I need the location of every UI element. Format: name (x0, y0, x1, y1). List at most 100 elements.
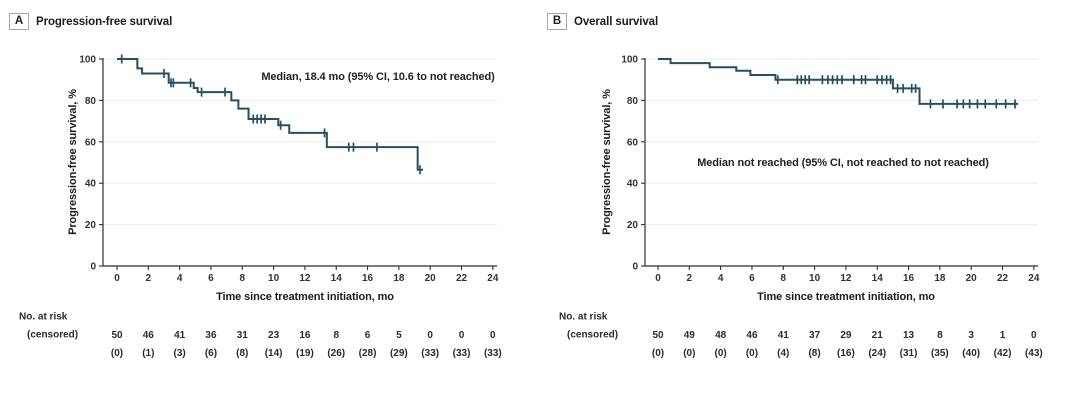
x-tick-label: 6 (749, 273, 755, 284)
at-risk-censored-count: (6) (205, 348, 217, 359)
at-risk-count: 49 (684, 330, 696, 341)
at-risk-censored-count: (26) (327, 348, 345, 359)
x-tick-label: 12 (840, 273, 852, 284)
at-risk-censored-count: (42) (994, 348, 1012, 359)
y-tick-label: 40 (85, 179, 97, 190)
panel-a-title: Progression-free survival (36, 15, 173, 28)
at-risk-censored-count: (33) (421, 348, 439, 359)
at-risk-count: 0 (459, 330, 465, 341)
at-risk-count: 41 (778, 330, 790, 341)
at-risk-censored-count: (3) (174, 348, 186, 359)
y-tick-label: 80 (627, 96, 639, 107)
x-tick-label: 4 (718, 273, 724, 284)
at-risk-count: 16 (299, 330, 311, 341)
y-tick-label: 0 (90, 262, 96, 273)
x-tick-label: 0 (655, 273, 661, 284)
at-risk-censored-count: (43) (1025, 348, 1043, 359)
x-tick-label: 20 (966, 273, 978, 284)
y-tick-label: 20 (627, 220, 639, 231)
panel-b-header: B Overall survival (547, 13, 658, 30)
y-tick-label: 60 (627, 137, 639, 148)
x-tick-label: 0 (114, 273, 120, 284)
y-tick-label: 100 (621, 55, 638, 66)
at-risk-count: 46 (143, 330, 155, 341)
x-tick-label: 2 (146, 273, 152, 284)
x-tick-label: 4 (177, 273, 183, 284)
x-tick-label: 10 (809, 273, 821, 284)
at-risk-count: 50 (111, 330, 123, 341)
at-risk-censored-count: (28) (359, 348, 377, 359)
at-risk-censored-count: (29) (390, 348, 408, 359)
km-curve (117, 58, 424, 171)
at-risk-count: 6 (365, 330, 371, 341)
y-tick-label: 0 (632, 262, 638, 273)
at-risk-count: 3 (968, 330, 974, 341)
at-risk-censored-count: (8) (236, 348, 248, 359)
at-risk-count: 1 (1000, 330, 1006, 341)
at-risk-censored-count: (0) (683, 348, 695, 359)
at-risk-count: 13 (903, 330, 915, 341)
at-risk-count: 29 (840, 330, 852, 341)
at-risk-censored-count: (8) (808, 348, 820, 359)
at-risk-count: 41 (174, 330, 186, 341)
at-risk-censored-count: (4) (777, 348, 789, 359)
at-risk-count: 50 (652, 330, 664, 341)
panel-b-letter-box: B (547, 13, 567, 30)
at-risk-censored-count: (0) (111, 348, 123, 359)
panel-b-title: Overall survival (574, 15, 659, 28)
at-risk-censored-count: (19) (296, 348, 314, 359)
at-risk-count: 46 (746, 330, 758, 341)
x-tick-label: 20 (425, 273, 437, 284)
panel-a-x-axis-label: Time since treatment initiation, mo (216, 291, 394, 303)
at-risk-count: 31 (237, 330, 249, 341)
at-risk-censored-count: (40) (962, 348, 980, 359)
x-tick-label: 18 (393, 273, 405, 284)
at-risk-count: 37 (809, 330, 821, 341)
at-risk-censored-count: (16) (837, 348, 855, 359)
at-risk-count: 0 (427, 330, 433, 341)
x-tick-label: 14 (331, 273, 343, 284)
at-risk-count: 23 (268, 330, 280, 341)
at-risk-censored-count: (14) (265, 348, 283, 359)
km-curve (658, 58, 1019, 105)
at-risk-count: 0 (490, 330, 496, 341)
at-risk-censored-count: (35) (931, 348, 949, 359)
panel-a-no-at-risk-label: No. at risk (19, 311, 68, 323)
at-risk-count: 0 (1031, 330, 1037, 341)
panel-b-censored-label: (censored) (567, 329, 619, 341)
at-risk-count: 36 (205, 330, 217, 341)
panel-b-median-annotation: Median not reached (95% CI, not reached … (697, 157, 989, 169)
x-tick-label: 12 (299, 273, 311, 284)
x-tick-label: 22 (997, 273, 1009, 284)
x-tick-label: 24 (487, 273, 499, 284)
x-tick-label: 6 (208, 273, 214, 284)
at-risk-censored-count: (0) (746, 348, 758, 359)
at-risk-censored-count: (1) (142, 348, 154, 359)
x-tick-label: 24 (1028, 273, 1040, 284)
x-tick-label: 18 (934, 273, 946, 284)
x-tick-label: 10 (268, 273, 280, 284)
at-risk-count: 48 (715, 330, 727, 341)
panel-b-x-axis-label: Time since treatment initiation, mo (757, 291, 935, 303)
panel-b-no-at-risk-label: No. at risk (559, 311, 608, 323)
at-risk-censored-count: (0) (715, 348, 727, 359)
x-tick-label: 16 (903, 273, 915, 284)
panel-a-censored-label: (censored) (27, 329, 79, 341)
at-risk-censored-count: (24) (868, 348, 886, 359)
y-tick-label: 40 (627, 179, 639, 190)
y-tick-label: 80 (85, 96, 97, 107)
y-tick-label: 60 (85, 137, 97, 148)
x-tick-label: 16 (362, 273, 374, 284)
at-risk-censored-count: (31) (900, 348, 918, 359)
x-tick-label: 14 (872, 273, 884, 284)
x-tick-label: 8 (780, 273, 786, 284)
x-tick-label: 22 (456, 273, 468, 284)
at-risk-censored-count: (0) (652, 348, 664, 359)
at-risk-censored-count: (33) (484, 348, 502, 359)
y-tick-label: 20 (85, 220, 97, 231)
x-tick-label: 8 (239, 273, 245, 284)
at-risk-count: 21 (872, 330, 884, 341)
y-tick-label: 100 (79, 55, 96, 66)
panel-a-letter-box: A (9, 13, 29, 30)
